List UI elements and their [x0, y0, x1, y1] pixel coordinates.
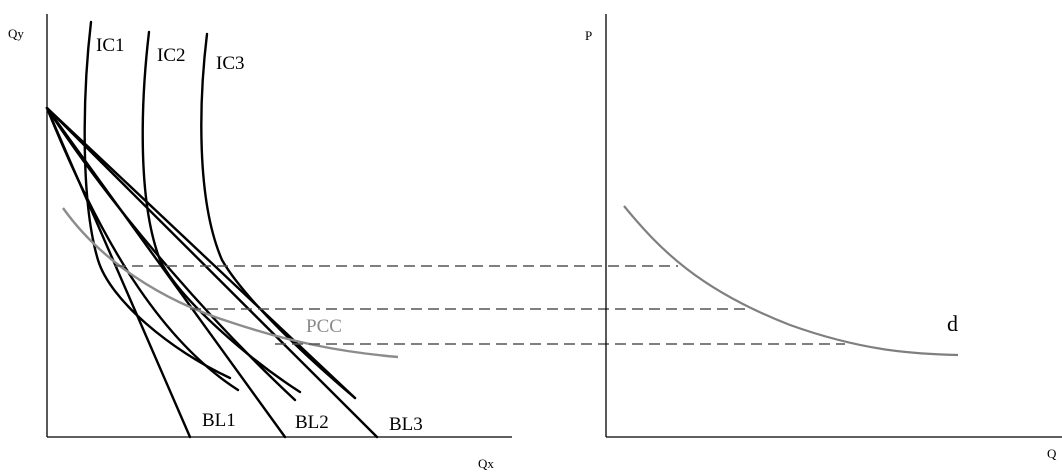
left-x-axis-label: Qx: [478, 456, 494, 471]
budget-line-3: [45, 106, 379, 439]
price-consumption-curve: [62, 207, 399, 359]
budget-line-3-extension: [45, 106, 357, 400]
ic2-label: IC2: [157, 45, 186, 66]
demand-curve-label: d: [947, 311, 958, 336]
right-panel: P Q d: [585, 14, 1062, 461]
bl1-label: BL1: [202, 410, 236, 431]
indifference-curve-3: [200, 32, 357, 400]
indifference-curve-1: [83, 20, 232, 380]
left-y-axis-label: Qy: [8, 26, 24, 41]
connecting-lines: [115, 265, 845, 345]
right-x-axis-label: Q: [1047, 446, 1057, 461]
ic3-label: IC3: [216, 53, 245, 74]
pcc-label: PCC: [306, 316, 342, 337]
bl2-label: BL2: [295, 412, 329, 433]
indifference-curve-2: [141, 30, 302, 394]
bl3-label: BL3: [389, 414, 423, 435]
demand-curve: [623, 205, 959, 357]
right-y-axis-label: P: [585, 28, 592, 43]
left-panel: Qy Qx IC1 IC2 IC3 BL1 BL2 BL3 PCC: [8, 14, 512, 471]
ic1-label: IC1: [96, 35, 125, 56]
convex-curve-middle: [45, 106, 297, 402]
